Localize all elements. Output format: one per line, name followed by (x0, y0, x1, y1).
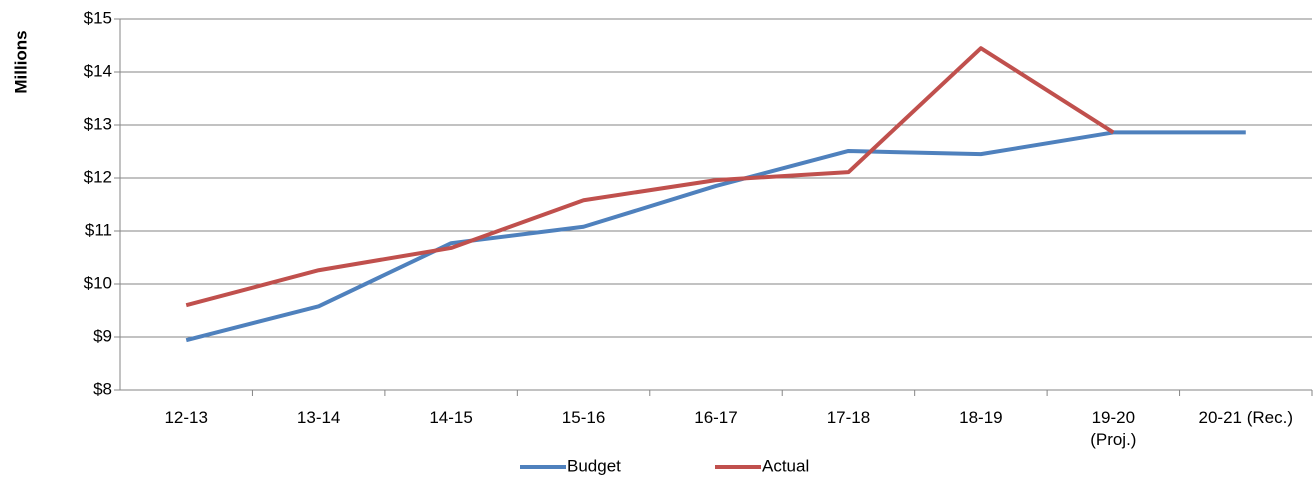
x-tick-label: 18-19 (959, 408, 1003, 427)
x-tick-label: 12-13 (164, 408, 208, 427)
y-tick-label: $8 (93, 379, 112, 398)
x-tick-label: 20-21 (Rec.) (1198, 408, 1293, 427)
y-tick-label: $13 (84, 114, 112, 133)
y-tick-label: $11 (85, 220, 112, 239)
x-tick-label: 16-17 (694, 408, 738, 427)
y-tick-label: $14 (84, 61, 112, 80)
series-line (185, 130, 1246, 343)
y-axis-label: Millions (11, 30, 30, 93)
x-tick-label: 19-20 (Proj.) (1090, 408, 1137, 449)
legend-label: Actual (762, 456, 809, 475)
y-tick-label: $12 (84, 167, 112, 186)
y-tick-label: $15 (84, 8, 112, 27)
x-tick-label: 14-15 (429, 408, 473, 427)
x-tick-label: 13-14 (296, 408, 341, 427)
x-tick-label: 15-16 (561, 408, 606, 427)
series-line (185, 46, 1115, 308)
y-tick-label: $10 (84, 273, 112, 292)
legend-label: Budget (567, 456, 621, 475)
y-tick-label: $9 (93, 326, 112, 345)
x-tick-label: 17-18 (826, 408, 871, 427)
